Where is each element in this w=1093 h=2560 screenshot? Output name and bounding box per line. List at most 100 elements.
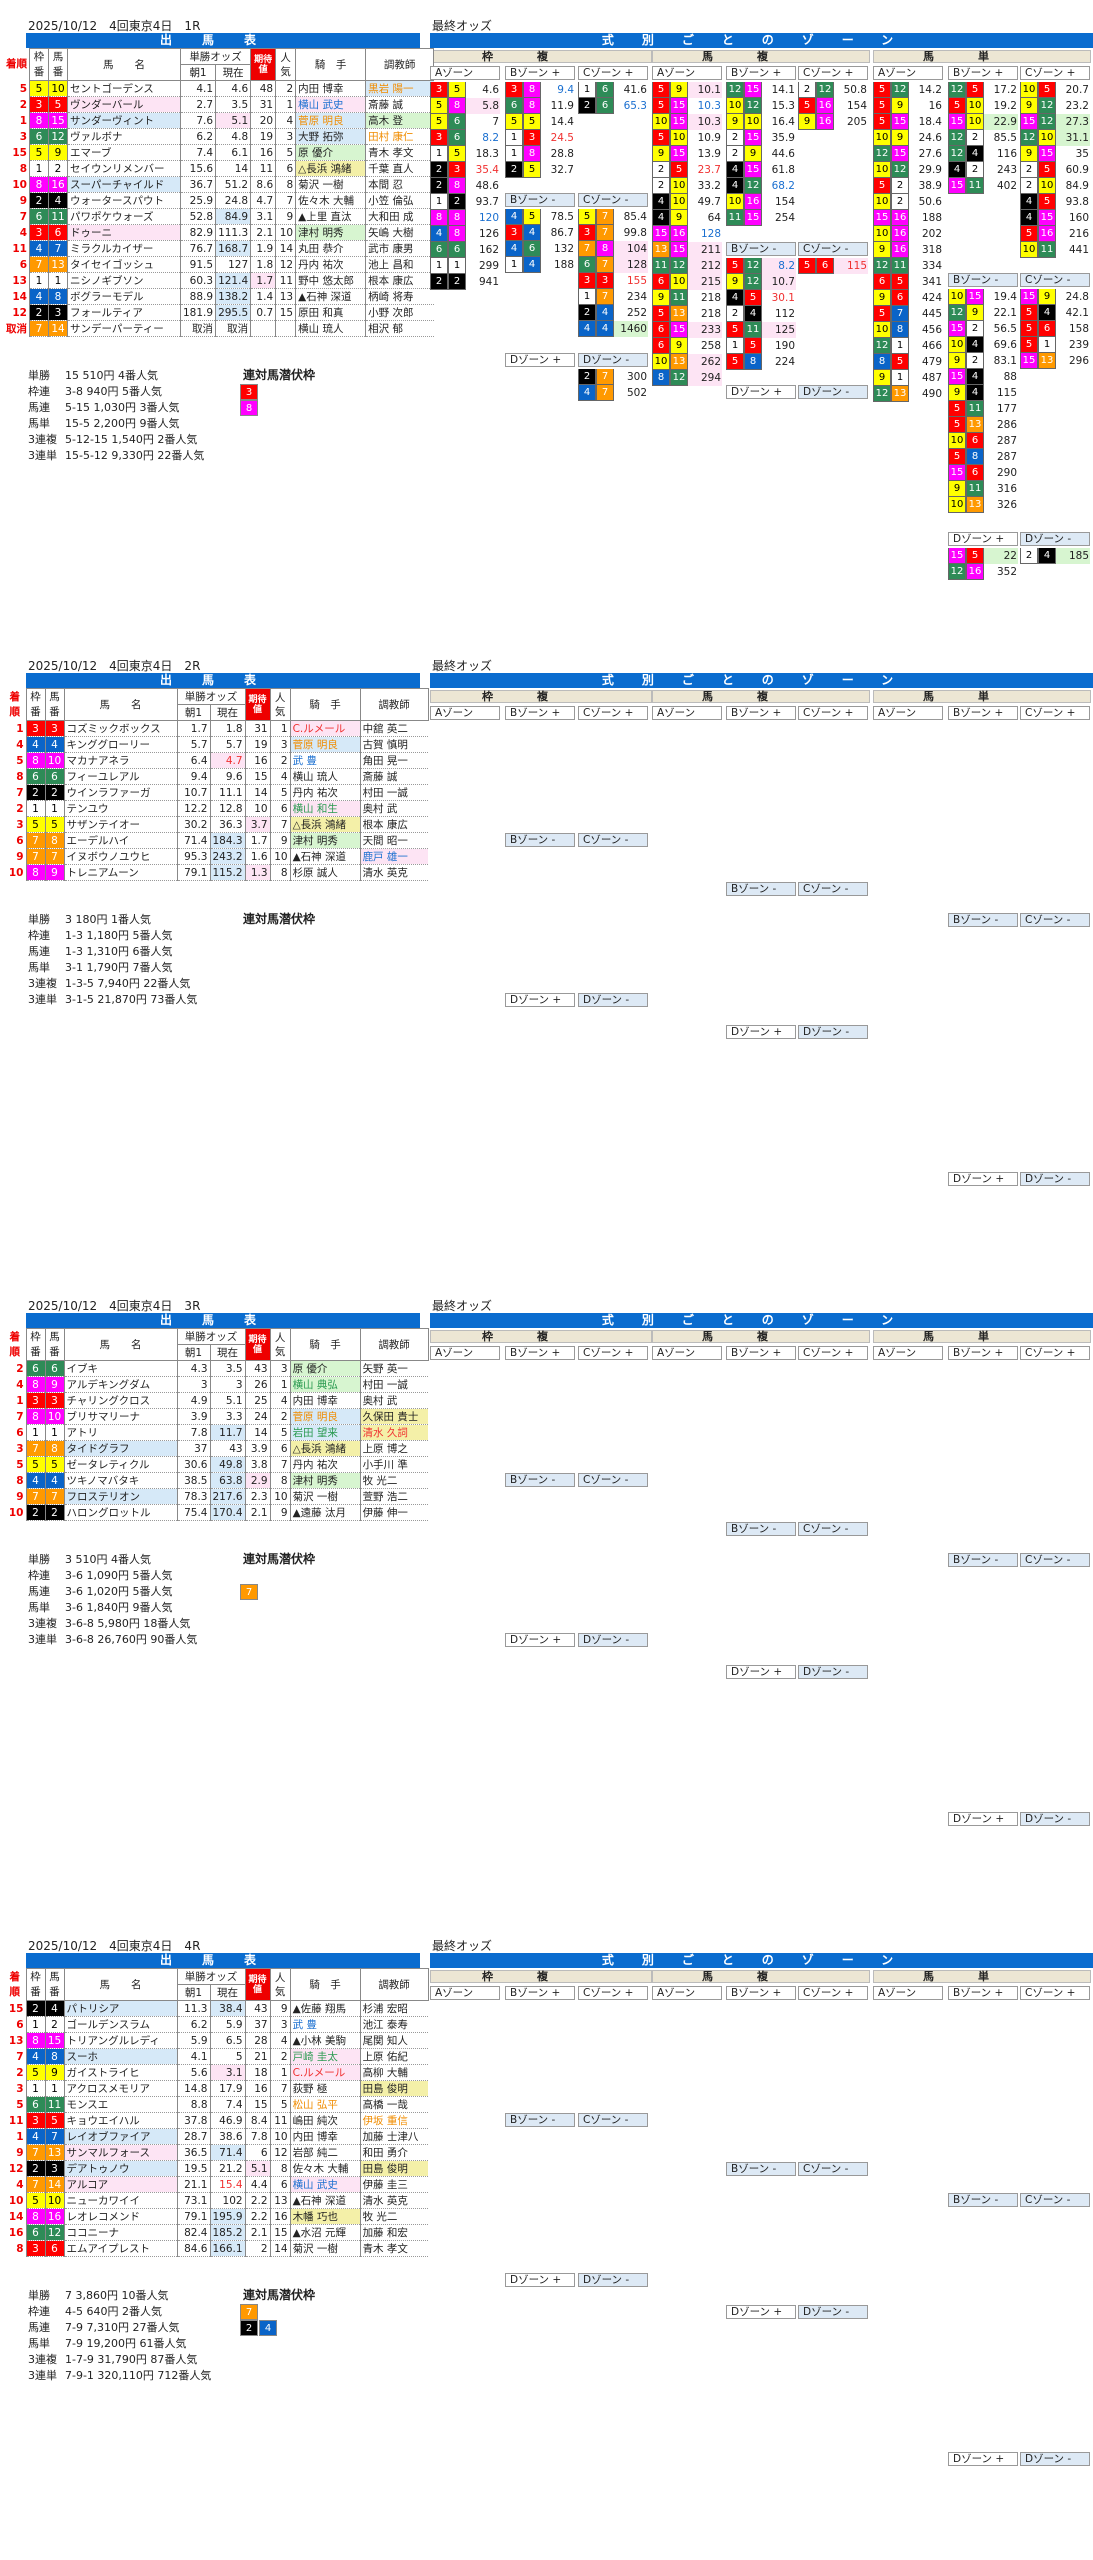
jockey-name: 戸崎 圭太: [289, 2048, 361, 2065]
combination-number: 10: [726, 194, 744, 210]
payout-line: 馬単 3-6 1,840円 9番人気: [28, 1600, 197, 1616]
combination-number: 4: [505, 241, 523, 257]
horse-number: 7: [48, 240, 68, 257]
zone-title: Bゾーン -: [726, 882, 796, 896]
table-row: 2 5 9 ガイストライヒ 5.6 3.1 18 1 C.ルメール 高柳 大輔: [4, 2064, 429, 2081]
current-odds: 166.1: [209, 2240, 246, 2257]
zone-panel-waku: Dゾーン -: [578, 1633, 648, 1649]
combination-number: 9: [873, 290, 891, 306]
combination-number: 2: [966, 162, 984, 178]
zone-panel-uma: Bゾーン +: [726, 1346, 796, 1362]
zone-title: Bゾーン +: [948, 706, 1018, 720]
zone-odds-row: 1 5 18.3: [430, 146, 500, 162]
odds-value: 33.2: [697, 180, 721, 192]
morning-odds: 1.7: [176, 720, 210, 737]
bet-type: 馬連: [28, 401, 50, 414]
finish-rank: 13: [12, 274, 27, 287]
zone-odds-row: 1 2 93.7: [430, 194, 500, 210]
combination-number: 9: [670, 338, 688, 354]
morning-odds: 91.5: [179, 256, 216, 273]
horse-name-header: 馬 名: [63, 1328, 178, 1361]
combination-number: 10: [726, 98, 744, 114]
zone-title: Bゾーン +: [726, 1346, 796, 1360]
odds-value: 218: [700, 292, 721, 304]
zone-title: Dゾーン +: [948, 1812, 1018, 1826]
zone-odds-row: 10 8 456: [873, 322, 943, 338]
trainer-name: 矢嶋 大樹: [365, 224, 434, 241]
trainer-name: 清水 英克: [359, 2192, 429, 2209]
payout-value: 4-5 640円 2番人気: [65, 2305, 162, 2318]
horse-name: スーパーチャイルド: [67, 176, 181, 193]
combination-number: 6: [448, 130, 466, 146]
combination-number: 7: [596, 369, 614, 385]
final-odds-title: 最終オッズ: [432, 19, 493, 33]
combination-number: 15: [1020, 289, 1038, 305]
race-block: 2025/10/12 4回東京4日 4R 出馬表 最終オッズ 式別ごとのゾーン枠 複馬…: [0, 1920, 1093, 2560]
jockey-name: 荻野 極: [289, 2080, 361, 2097]
expected-value: 16: [244, 2080, 271, 2097]
finish-rank: 5: [16, 754, 24, 767]
combination-number: 12: [948, 130, 966, 146]
odds-value: 120: [478, 212, 499, 224]
zone-title: Cゾーン +: [798, 1986, 868, 2000]
horse-number: 1: [44, 800, 64, 817]
combination-number: 5: [726, 322, 744, 338]
horse-number: 10: [44, 752, 64, 769]
morning-odds: 3: [176, 1376, 210, 1393]
zone-panel-waku: Bゾーン -: [505, 2113, 575, 2129]
zone-odds-row: 4 15 61.8: [726, 162, 796, 178]
bet-type: 枠連: [28, 929, 50, 942]
bet-type: 3連単: [28, 2369, 57, 2382]
trainer-name: 村田 一誠: [359, 784, 429, 801]
combination-number: 5: [798, 98, 816, 114]
combination-number: 6: [448, 242, 466, 258]
expected-value-header: 期待値: [244, 1968, 271, 2001]
combination-number: 15: [948, 369, 966, 385]
morning-odds: 84.6: [176, 2240, 210, 2257]
zone-panel-waku: Dゾーン +: [505, 2273, 575, 2289]
horse-number: 4: [48, 192, 68, 209]
zone-title: Bゾーン +: [726, 66, 796, 80]
odds-value: 19.4: [993, 291, 1017, 303]
combination-number: 10: [670, 178, 688, 194]
zone-title: Aゾーン: [430, 1986, 500, 2000]
current-odds: 127: [215, 256, 251, 273]
popularity: 1: [269, 1376, 291, 1393]
horse-name-header: 馬 名: [67, 48, 181, 81]
combination-number: 16: [966, 564, 984, 580]
final-odds-title: 最終オッズ: [432, 659, 493, 673]
expected-value: 28: [244, 2032, 271, 2049]
zone-title: Dゾーン -: [578, 1633, 648, 1647]
zone-odds-row: 12 11 334: [873, 258, 943, 274]
jockey-name: △長浜 鴻緒: [295, 160, 366, 177]
combination-number: 16: [891, 226, 909, 242]
zone-panel-waku: Dゾーン +: [505, 353, 575, 369]
zone-panel-uma: Dゾーン -: [798, 2305, 868, 2321]
expected-value: 24: [244, 1408, 271, 1425]
combination-number: 5: [430, 114, 448, 130]
zone-odds-row: 15 16 188: [873, 210, 943, 226]
zone-panel-tan: Cゾーン +: [1020, 706, 1090, 722]
horse-number: 9: [48, 144, 68, 161]
combination-number: 13: [966, 417, 984, 433]
zone-odds-row: 9 4 115: [948, 385, 1018, 401]
combination-number: 4: [726, 162, 744, 178]
odds-value: 233: [688, 322, 722, 338]
horse-name: イブキ: [63, 1360, 177, 1377]
current-odds: 11.7: [209, 1424, 246, 1441]
frame-number: 2: [25, 1504, 45, 1521]
current-odds: 3.5: [209, 1360, 246, 1377]
odds-value: 9.4: [557, 84, 574, 96]
zone-panel-uma: Cゾーン - 5 6 115: [798, 242, 868, 274]
zone-panel-uma: Aゾーン: [652, 706, 722, 722]
trainer-name: 清水 英克: [359, 864, 429, 881]
frame-number: 8: [25, 2208, 45, 2225]
zone-odds-row: 13 15 211: [652, 242, 722, 258]
zone-odds-row: 9 12 10.7: [726, 274, 796, 290]
combination-number: 2: [578, 369, 596, 385]
jockey-name: 菅原 明良: [289, 1408, 361, 1425]
current-odds: 3.3: [209, 1408, 246, 1425]
zone-odds-row: 12 9 22.1: [948, 305, 1018, 321]
table-row: 9 2 4 ウォータースパウト 25.9 24.8 4.7 7 佐々木 大輔 小笠 倫弘: [4, 192, 434, 209]
zone-panel-tan: Dゾーン +15 5 22 12 16 352: [948, 532, 1018, 580]
